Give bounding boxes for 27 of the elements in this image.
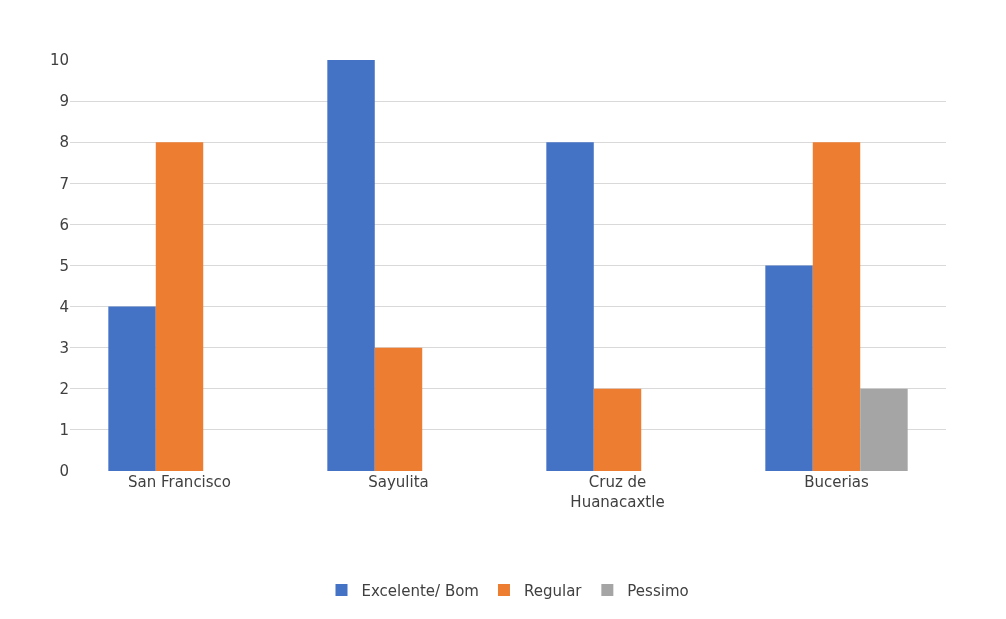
bar — [593, 388, 642, 471]
y-tick-label: 9 — [59, 92, 69, 111]
y-tick-label: 3 — [59, 338, 69, 357]
bar — [374, 347, 423, 471]
y-tick-label: 0 — [59, 462, 69, 481]
bar — [546, 142, 594, 471]
legend-label: Regular — [523, 581, 583, 600]
bar — [860, 388, 908, 471]
y-tick-label: 2 — [59, 380, 69, 399]
y-tick-label: 5 — [59, 256, 69, 275]
y-tick-label: 4 — [59, 297, 69, 316]
y-tick-label: 10 — [49, 51, 69, 70]
legend-label: Excelente/ Bom — [361, 581, 479, 600]
x-tick-label: Sayulita — [368, 473, 429, 491]
x-tick-label: San Francisco — [127, 473, 232, 491]
x-tick-label: Cruz de Huanacaxtle — [570, 473, 665, 511]
bar — [155, 142, 204, 471]
x-tick-label: Bucerias — [804, 473, 869, 491]
bar — [765, 265, 813, 471]
legend-label: Pessimo — [627, 581, 689, 600]
bar — [812, 142, 861, 471]
y-tick-label: 7 — [59, 174, 69, 193]
y-tick-label: 1 — [59, 421, 69, 440]
y-tick-label: 8 — [59, 133, 69, 152]
bar — [108, 306, 156, 471]
bar — [327, 60, 375, 471]
y-tick-label: 6 — [59, 215, 69, 234]
